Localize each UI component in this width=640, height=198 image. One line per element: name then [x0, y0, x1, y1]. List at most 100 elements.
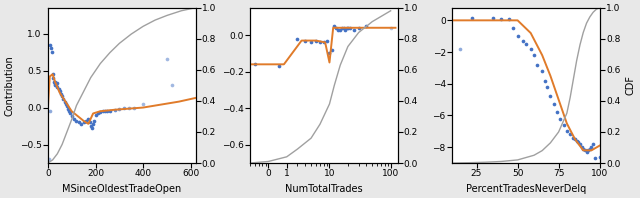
Point [56, 93, 66, 96]
Point [93, 112, 103, 115]
Point [83, 117, 93, 120]
Point [49, 84, 60, 87]
Y-axis label: CDF: CDF [626, 75, 636, 95]
Point [573, 141, 584, 144]
Point [575, 142, 585, 146]
Point [64, 110, 74, 113]
Point [124, 106, 134, 109]
Point [327, 48, 337, 51]
Point [455, 47, 465, 50]
Point [102, 109, 113, 112]
Point [578, 147, 588, 150]
Point [100, 109, 110, 112]
Point [49, 80, 59, 83]
Point [162, 58, 172, 61]
Point [333, 28, 344, 31]
Point [315, 41, 325, 44]
Point [97, 110, 108, 113]
Point [62, 105, 72, 108]
Point [339, 26, 349, 29]
Point [50, 82, 60, 86]
Point [537, 69, 547, 73]
Point [525, 47, 536, 50]
Point [58, 97, 68, 100]
Point [65, 112, 76, 115]
Point [565, 133, 575, 136]
Point [548, 103, 559, 106]
Y-axis label: Contribution: Contribution [4, 55, 14, 116]
Point [81, 119, 91, 122]
Point [57, 95, 67, 98]
Point [321, 39, 332, 42]
Point [45, 110, 55, 113]
Point [341, 26, 351, 29]
Point [337, 26, 347, 29]
Point [47, 50, 57, 54]
Point [555, 117, 565, 120]
Point [300, 39, 310, 42]
Point [79, 121, 89, 124]
Point [311, 39, 321, 42]
Point [568, 136, 579, 139]
Point [588, 142, 598, 146]
Point [353, 26, 364, 29]
Point [61, 102, 71, 105]
Point [521, 43, 531, 46]
Point [488, 17, 498, 20]
Point [95, 110, 106, 114]
Point [385, 26, 396, 29]
Point [129, 106, 139, 109]
Point [48, 73, 58, 76]
Point [52, 82, 62, 85]
Point [542, 85, 552, 89]
Point [340, 28, 350, 31]
Point [508, 27, 518, 30]
Point [45, 43, 55, 46]
Point [324, 52, 335, 55]
Point [119, 107, 129, 110]
Point [467, 16, 477, 20]
Point [332, 26, 342, 29]
Point [319, 41, 329, 44]
Point [166, 84, 177, 87]
Point [274, 65, 284, 68]
Point [585, 147, 595, 150]
Point [51, 80, 61, 83]
Point [44, 158, 54, 161]
Point [52, 85, 63, 89]
Point [517, 39, 527, 43]
X-axis label: MSinceOldestTradeOpen: MSinceOldestTradeOpen [62, 184, 181, 194]
Point [335, 28, 346, 31]
Point [46, 47, 56, 50]
Point [580, 149, 590, 152]
Point [71, 119, 81, 122]
Point [74, 121, 84, 124]
Point [47, 76, 58, 80]
Point [346, 26, 356, 29]
Point [572, 139, 582, 142]
Point [529, 54, 539, 57]
Point [63, 108, 73, 111]
Point [581, 150, 591, 153]
Point [545, 95, 556, 98]
Point [570, 138, 580, 141]
Point [87, 127, 97, 130]
Point [76, 122, 86, 125]
Point [89, 119, 99, 122]
Point [329, 24, 339, 28]
Point [84, 121, 95, 124]
Point [54, 88, 64, 91]
Point [105, 109, 115, 112]
Point [250, 63, 260, 66]
Point [51, 84, 61, 87]
X-axis label: PercentTradesNeverDelq: PercentTradesNeverDelq [466, 184, 586, 194]
Point [361, 24, 371, 28]
Point [504, 17, 515, 20]
Point [138, 102, 148, 105]
Point [595, 155, 605, 158]
Point [88, 122, 98, 125]
Point [306, 41, 316, 44]
Point [589, 157, 600, 160]
Point [69, 117, 79, 120]
Point [60, 100, 70, 103]
